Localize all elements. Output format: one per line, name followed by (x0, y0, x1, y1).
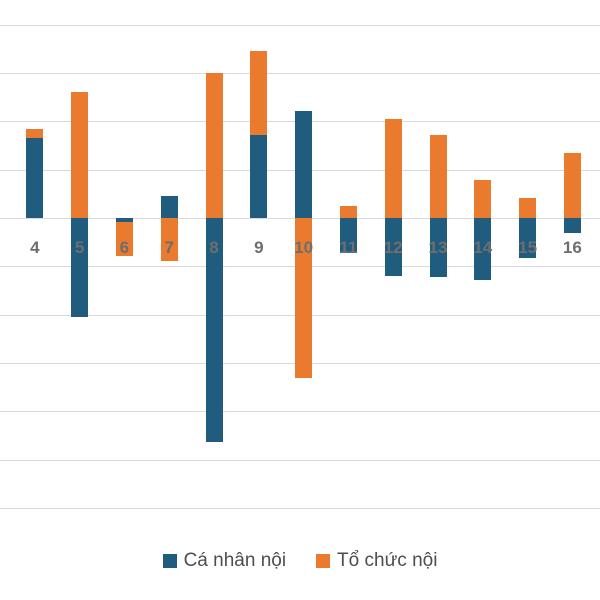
bar-segment-to-chuc-noi-cat-7 (160, 218, 178, 261)
bar-segment-to-chuc-noi-cat-11 (339, 205, 357, 218)
bar-segment-to-chuc-noi-cat-8 (205, 73, 223, 218)
bar-segment-to-chuc-noi-cat-15 (519, 198, 537, 218)
bar-segment-ca-nhan-noi-cat-5 (71, 218, 89, 317)
bar-segment-ca-nhan-noi-cat-16 (563, 218, 581, 233)
x-axis-label-6: 6 (119, 238, 130, 257)
bar-segment-to-chuc-noi-cat-13 (429, 135, 447, 218)
gridline (0, 411, 600, 413)
x-axis-label-10: 10 (294, 238, 314, 257)
bar-segment-to-chuc-noi-cat-4 (26, 128, 44, 139)
legend-item-to-chuc-noi: Tổ chức nội (316, 550, 437, 572)
x-axis-label-5: 5 (74, 238, 85, 257)
bar-segment-ca-nhan-noi-cat-4 (26, 138, 44, 218)
x-axis-label-15: 15 (518, 238, 538, 257)
bar-segment-to-chuc-noi-cat-5 (71, 92, 89, 218)
legend-label-to-chuc-noi: Tổ chức nội (337, 550, 438, 571)
x-axis-label-8: 8 (209, 238, 219, 257)
bar-segment-to-chuc-noi-cat-12 (384, 118, 402, 218)
gridline (0, 73, 600, 75)
x-axis-label-14: 14 (473, 238, 493, 257)
bar-segment-to-chuc-noi-cat-16 (563, 152, 581, 218)
bar-segment-ca-nhan-noi-cat-12 (384, 218, 402, 276)
bar-segment-to-chuc-noi-cat-9 (250, 51, 268, 136)
legend-label-ca-nhan-noi: Cá nhân nội (183, 550, 287, 571)
legend-swatch-ca-nhan-noi (162, 554, 177, 568)
x-axis-label-9: 9 (254, 238, 264, 257)
legend-item-ca-nhan-noi: Cá nhân nội (162, 550, 287, 572)
chart-legend: Cá nhân nội Tổ chức nội (0, 550, 600, 572)
x-axis-label-12: 12 (383, 238, 403, 257)
bar-segment-ca-nhan-noi-cat-6 (115, 218, 133, 222)
plot-area: 4 5 6 7 8 9 10 11 12 13 14 15 16 (0, 24, 600, 509)
legend-swatch-to-chuc-noi (316, 554, 331, 568)
bar-segment-ca-nhan-noi-cat-10 (295, 110, 313, 218)
x-axis-label-11: 11 (339, 238, 358, 257)
bar-segment-ca-nhan-noi-cat-13 (429, 218, 447, 277)
x-axis-label-4: 4 (30, 238, 40, 257)
bar-segment-ca-nhan-noi-cat-14 (474, 218, 492, 280)
x-axis-label-13: 13 (428, 238, 448, 257)
x-axis-label-7: 7 (164, 238, 174, 257)
bar-segment-ca-nhan-noi-cat-9 (250, 135, 268, 218)
bar-segment-ca-nhan-noi-cat-8 (205, 218, 223, 442)
x-axis-label-16: 16 (562, 238, 582, 257)
gridline (0, 507, 600, 509)
bar-segment-to-chuc-noi-cat-14 (474, 179, 492, 218)
bar-segment-ca-nhan-noi-cat-11 (339, 218, 357, 253)
gridline (0, 459, 600, 461)
bar-segment-to-chuc-noi-cat-6 (115, 221, 133, 256)
bar-segment-to-chuc-noi-cat-10 (295, 218, 313, 378)
bar-segment-ca-nhan-noi-cat-7 (160, 196, 178, 218)
gridline (0, 24, 600, 26)
bar-segment-ca-nhan-noi-cat-15 (519, 218, 537, 259)
